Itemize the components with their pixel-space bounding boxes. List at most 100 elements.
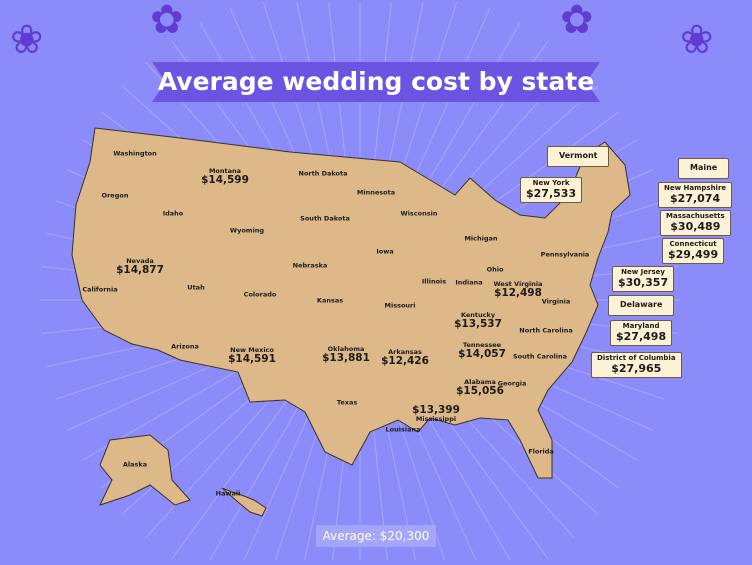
state-name: Colorado <box>243 290 277 299</box>
state-label-tennessee: Tennessee $14,057 <box>458 342 506 360</box>
state-name: Utah <box>187 283 205 292</box>
state-label-georgia: Georgia <box>498 380 527 388</box>
callout-state-name: Maine <box>690 163 718 172</box>
state-label-montana: Montana $14,599 <box>201 168 249 186</box>
state-name: Kansas <box>316 296 344 305</box>
state-label-new-mexico: New Mexico $14,591 <box>228 347 276 365</box>
state-name: Mississippi <box>415 415 457 424</box>
callout-delaware: Delaware <box>608 295 675 316</box>
state-label-nevada: Nevada $14,877 <box>116 258 164 276</box>
callout-state-name: Delaware <box>620 300 663 309</box>
average-badge: Average: $20,300 <box>316 525 436 547</box>
flower-decoration: ❀ <box>680 17 714 63</box>
state-label-arkansas: Arkansas $12,426 <box>381 349 429 367</box>
state-label-oklahoma: Oklahoma $13,881 <box>322 346 370 364</box>
callout-state-name: New Jersey <box>621 268 665 276</box>
state-label-nebraska: Nebraska <box>293 262 328 270</box>
contiguous-us-shape <box>71 127 631 479</box>
flower-decoration: ✿ <box>560 0 594 43</box>
state-label-mississippi: $13,399 Mississippi <box>412 405 460 423</box>
ray-line <box>396 413 446 561</box>
callout-cost: $30,357 <box>618 275 669 289</box>
state-name: Pennsylvania <box>540 250 590 259</box>
callout-connecticut: Connecticut $29,499 <box>662 238 725 264</box>
state-name: Wisconsin <box>400 209 438 218</box>
callout-massachusetts: Massachusetts $30,489 <box>660 210 731 236</box>
state-name: Virginia <box>541 297 571 306</box>
callout-maryland: Maryland $27,498 <box>610 320 673 346</box>
callout-new-york: New York $27,533 <box>520 177 583 203</box>
state-cost: $12,498 <box>494 286 542 299</box>
state-label-kentucky: Kentucky $13,537 <box>454 312 502 330</box>
state-label-alaska: Alaska <box>123 461 147 469</box>
state-name: Texas <box>336 398 358 407</box>
callout-new-jersey: New Jersey $30,357 <box>612 266 675 292</box>
state-label-south-carolina: South Carolina <box>512 352 568 361</box>
state-cost: $13,399 <box>412 404 460 417</box>
state-label-florida: Florida <box>528 447 554 456</box>
ray-line <box>145 388 281 539</box>
callout-cost: $27,965 <box>611 361 662 375</box>
state-cost: $13,881 <box>322 351 370 364</box>
callout-state-name: Massachusetts <box>666 212 725 220</box>
state-name: New Mexico <box>230 346 274 355</box>
callout-cost: $27,074 <box>670 191 721 205</box>
state-name: Iowa <box>376 247 394 256</box>
state-name: South Carolina <box>512 352 568 361</box>
callout-vermont: Vermont <box>547 146 610 167</box>
state-label-south-dakota: South Dakota <box>300 214 350 223</box>
ray-line <box>419 22 521 197</box>
state-label-oregon: Oregon <box>101 191 129 200</box>
state-label-louisiana: Louisiana <box>385 425 421 434</box>
state-name: Louisiana <box>385 425 421 434</box>
state-label-wisconsin: Wisconsin <box>400 209 438 218</box>
callout-cost: $30,489 <box>670 219 721 233</box>
state-name: Missouri <box>384 301 416 310</box>
state-name: Tennessee <box>462 341 502 350</box>
state-label-alabama: Alabama $15,056 <box>456 379 504 397</box>
state-cost: $14,591 <box>228 352 276 365</box>
state-name: Arkansas <box>388 348 422 357</box>
state-name: Oregon <box>101 191 129 200</box>
state-label-washington: Washington <box>113 149 157 158</box>
state-name: South Dakota <box>300 214 350 223</box>
state-label-iowa: Iowa <box>376 247 394 256</box>
state-name: Ohio <box>486 265 504 274</box>
state-label-pennsylvania: Pennsylvania <box>540 250 590 259</box>
state-name: North Dakota <box>298 169 348 178</box>
callout-cost: $27,498 <box>616 329 667 343</box>
state-label-virginia: Virginia <box>541 297 571 306</box>
callout-cost: $29,499 <box>668 247 719 261</box>
callout-cost: $27,533 <box>526 186 577 200</box>
page-title: Average wedding cost by state <box>157 67 595 96</box>
callout-state-name: Vermont <box>559 151 598 160</box>
state-label-michigan: Michigan <box>464 235 497 243</box>
state-label-colorado: Colorado <box>243 290 277 299</box>
state-name: Nevada <box>126 257 154 266</box>
callout-state-name: Maryland <box>622 322 660 330</box>
state-name: Hawaii <box>215 489 241 498</box>
state-name: Montana <box>208 167 242 176</box>
callout-maine: Maine <box>678 158 730 179</box>
state-cost: $13,537 <box>454 317 502 330</box>
title-banner <box>152 62 600 102</box>
state-label-minnesota: Minnesota <box>356 188 396 197</box>
state-name: Minnesota <box>356 188 396 197</box>
state-cost: $14,057 <box>458 347 506 360</box>
state-label-texas: Texas <box>336 398 358 407</box>
ray-line <box>274 413 324 561</box>
state-name: West Virginia <box>493 280 543 289</box>
state-name: North Carolina <box>519 326 573 335</box>
flower-decoration: ❀ <box>10 17 44 63</box>
state-name: Washington <box>113 149 157 158</box>
callout-state-name: New Hampshire <box>664 184 727 192</box>
state-name: Kentucky <box>460 311 496 320</box>
state-label-utah: Utah <box>187 283 205 292</box>
state-label-missouri: Missouri <box>384 301 416 310</box>
ray-line <box>419 403 511 561</box>
state-name: Oklahoma <box>327 345 365 354</box>
state-name: Indiana <box>455 278 483 287</box>
state-name: Florida <box>528 447 554 456</box>
state-label-wyoming: Wyoming <box>230 227 264 235</box>
